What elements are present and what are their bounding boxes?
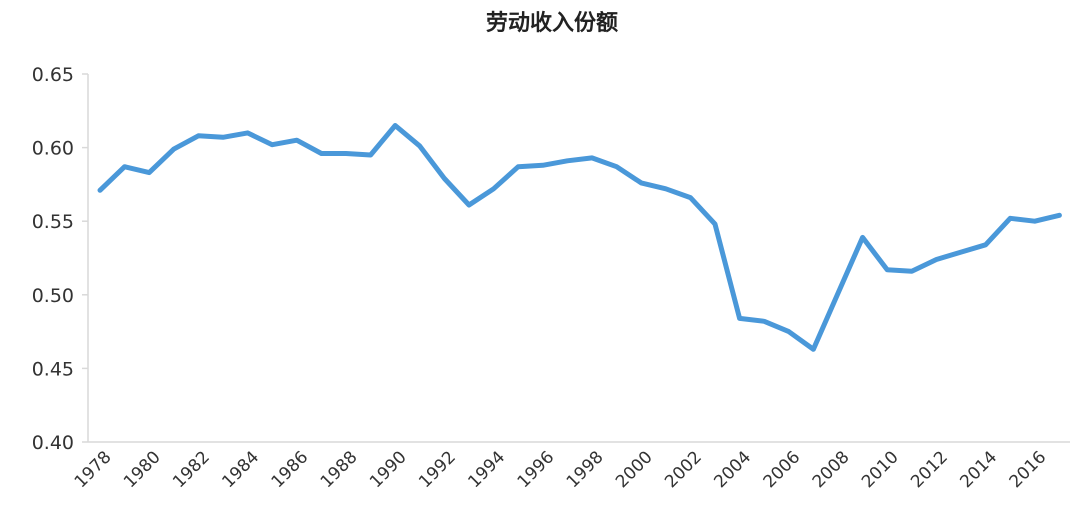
x-tick-label: 1980 [120, 447, 165, 492]
y-tick-label: 0.65 [32, 64, 74, 86]
x-tick-label: 1994 [464, 447, 509, 492]
x-tick-label: 2016 [1006, 447, 1051, 492]
x-tick-label: 1982 [169, 447, 214, 492]
x-tick-label: 1978 [71, 447, 116, 492]
x-tick-label: 2012 [907, 447, 952, 492]
x-tick-label: 2008 [809, 447, 854, 492]
x-tick-label: 2000 [612, 447, 657, 492]
y-tick-label: 0.40 [32, 432, 74, 454]
chart-title: 劳动收入份额 [486, 10, 618, 36]
x-tick-label: 1984 [218, 447, 263, 492]
x-tick-label: 1988 [317, 447, 362, 492]
x-tick-label: 2014 [956, 447, 1001, 492]
x-tick-label: 2006 [760, 447, 805, 492]
y-tick-label: 0.50 [32, 285, 74, 307]
x-tick-label: 1992 [415, 447, 460, 492]
x-tick-label: 1986 [268, 447, 313, 492]
x-tick-label: 2010 [858, 447, 903, 492]
y-tick-label: 0.45 [32, 358, 74, 380]
x-tick-label: 2004 [710, 447, 755, 492]
x-tick-label: 2002 [661, 447, 706, 492]
series-line [97, 123, 1062, 352]
x-tick-label: 1996 [514, 447, 559, 492]
x-tick-label: 1998 [563, 447, 608, 492]
x-tick-label: 1990 [366, 447, 411, 492]
y-tick-label: 0.60 [32, 138, 74, 160]
y-tick-label: 0.55 [32, 211, 74, 233]
